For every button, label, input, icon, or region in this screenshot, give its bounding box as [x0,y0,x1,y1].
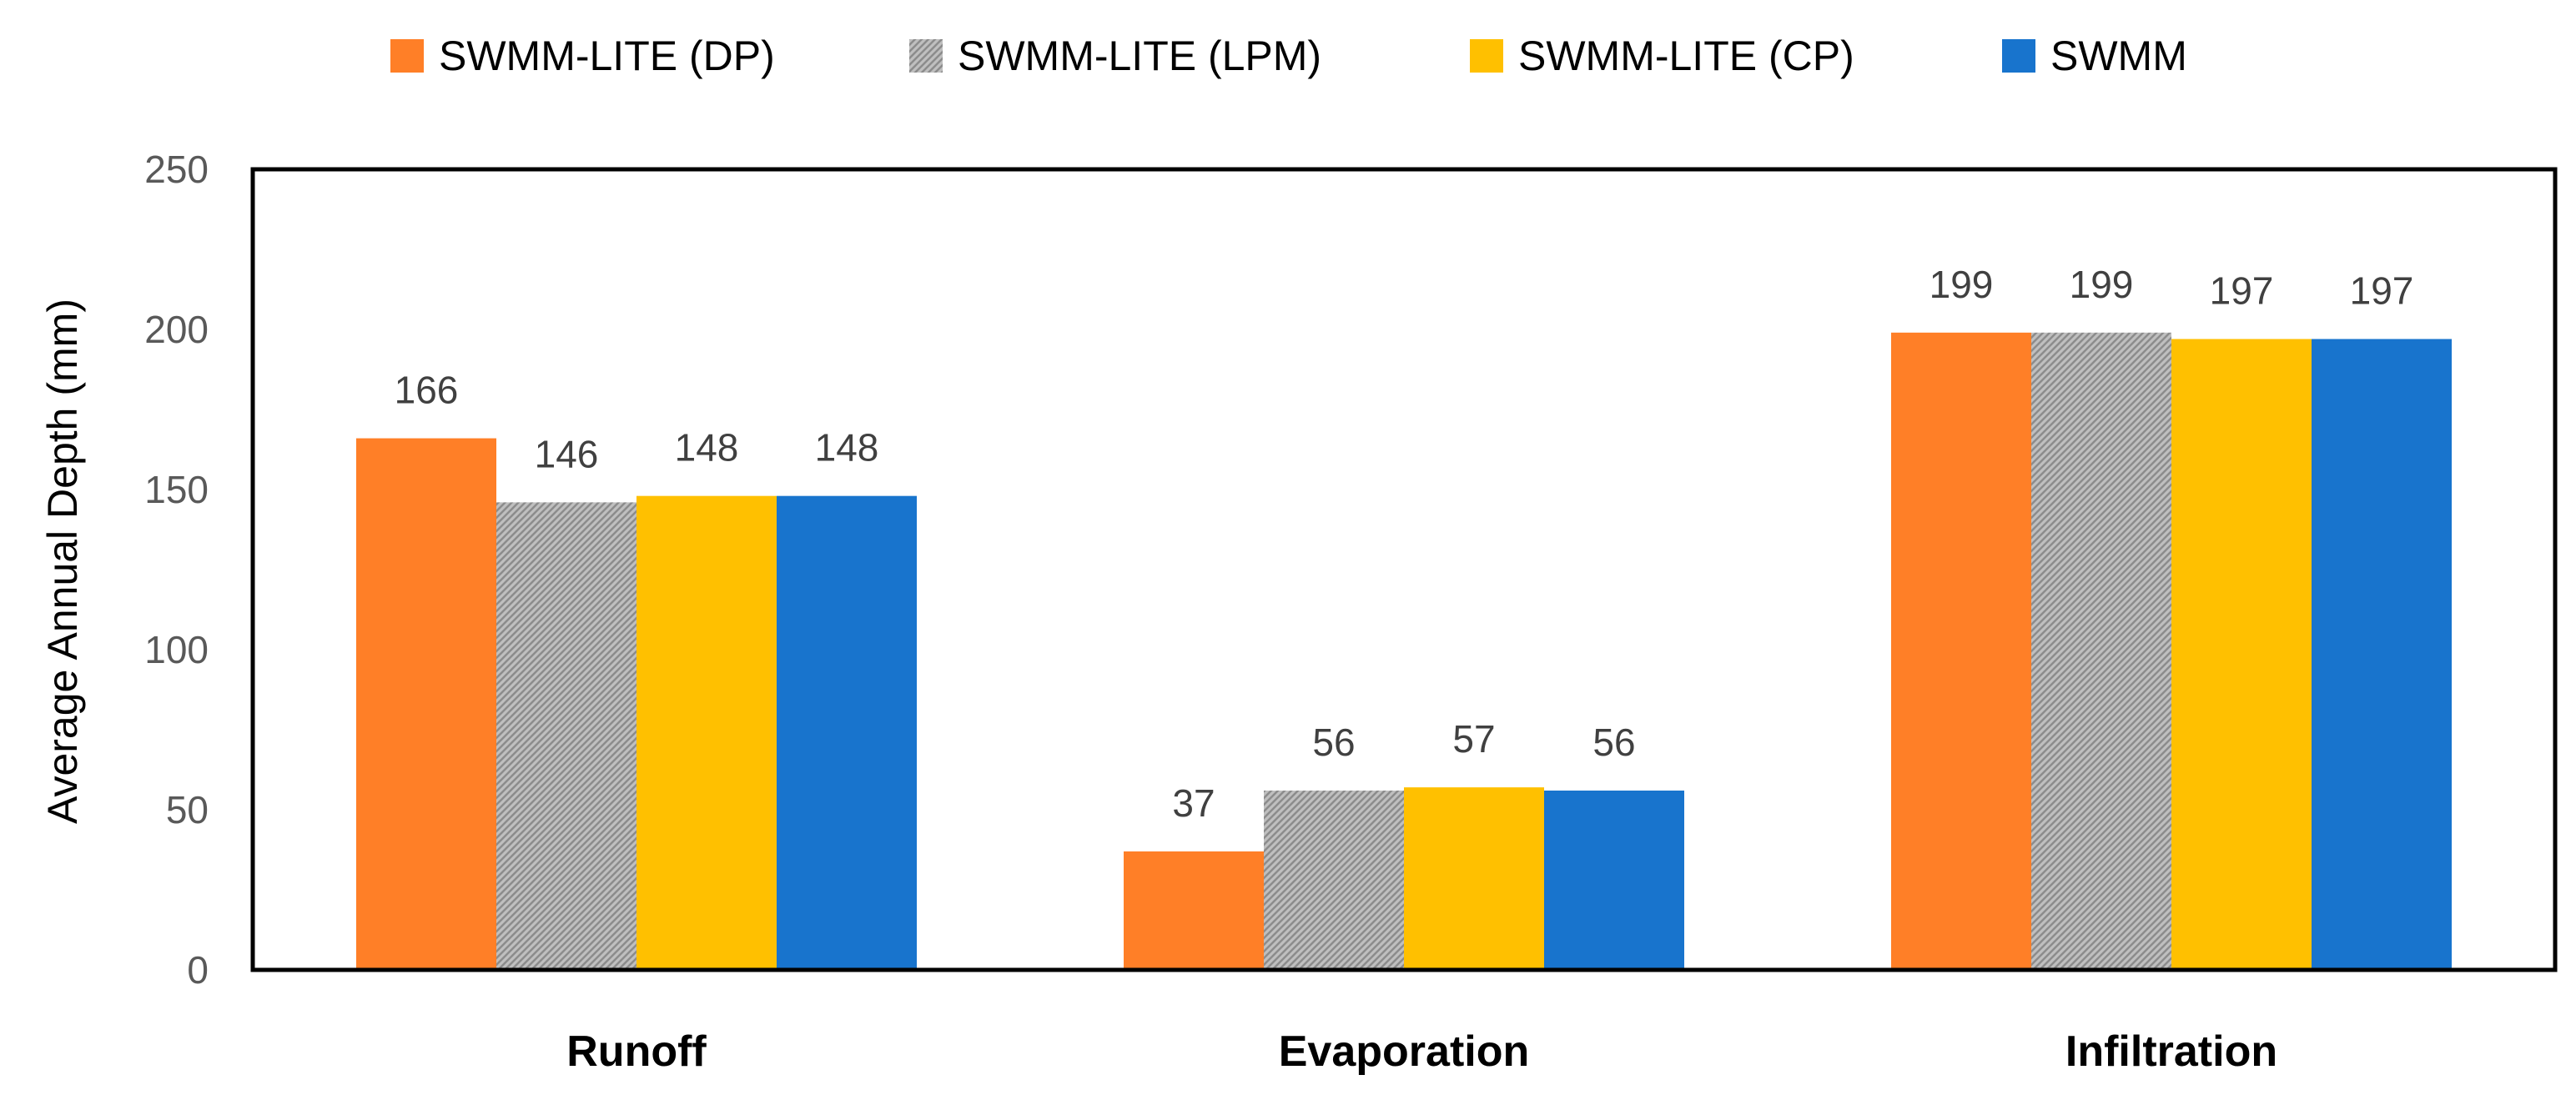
bar-evaporation-swmm-lite-cp [1404,787,1544,970]
y-axis-ticks: 0 50 100 150 200 250 [144,148,209,992]
legend-label: SWMM-LITE (DP) [439,33,775,79]
y-tick-label: 0 [187,948,209,992]
data-label-infiltration-swmm-lite-dp: 199 [1929,263,1994,306]
bar-infiltration-swmm [2312,339,2452,970]
data-label-runoff-swmm-lite-lpm: 146 [535,432,599,475]
y-tick-label: 100 [144,628,209,671]
legend-label: SWMM-LITE (CP) [1518,33,1854,79]
data-label-runoff-swmm-lite-dp: 166 [395,369,459,412]
plot-area-frame [250,167,2558,972]
data-label-infiltration-swmm: 197 [2350,269,2414,313]
data-label-evaporation-swmm: 56 [1592,721,1635,764]
data-label-runoff-swmm: 148 [815,426,879,470]
y-tick-label: 150 [144,468,209,511]
data-label-evaporation-swmm-lite-cp: 57 [1452,717,1495,761]
legend-item-swmm: SWMM [2002,33,2187,79]
legend: SWMM-LITE (DP) SWMM-LITE (LPM) SWMM-LITE (… [390,33,2187,79]
legend-item-swmm-lite-lpm: SWMM-LITE (LPM) [909,33,1321,79]
bars [356,332,2452,971]
legend-item-swmm-lite-dp: SWMM-LITE (DP) [390,33,775,79]
legend-label: SWMM-LITE (LPM) [958,33,1321,79]
bar-runoff-swmm-lite-lpm [496,502,636,970]
x-category-label-runoff: Runoff [566,1027,707,1076]
x-category-label-infiltration: Infiltration [2065,1027,2277,1076]
data-label-infiltration-swmm-lite-cp: 197 [2210,269,2274,313]
legend-label: SWMM [2050,33,2187,79]
bar-runoff-swmm-lite-dp [356,438,496,970]
data-label-runoff-swmm-lite-cp: 148 [675,426,739,470]
legend-swatch [390,39,424,73]
x-axis-labels: Runoff Evaporation Infiltration [566,1027,2277,1076]
legend-swatch [909,39,943,73]
data-labels: 166 146 148 148 37 56 57 56 199 199 197 197 [395,263,2414,825]
bar-evaporation-swmm [1544,790,1684,970]
data-label-infiltration-swmm-lite-lpm: 199 [2070,263,2134,306]
y-axis-title: Average Annual Depth (mm) [39,299,86,824]
legend-swatch [1470,39,1503,73]
x-category-label-evaporation: Evaporation [1279,1027,1530,1076]
y-tick-label: 200 [144,308,209,351]
bar-infiltration-swmm-lite-lpm [2031,332,2171,971]
y-tick-label: 250 [144,148,209,191]
bar-evaporation-swmm-lite-lpm [1264,790,1404,970]
y-tick-label: 50 [166,788,209,831]
bar-infiltration-swmm-lite-dp [1891,332,2031,971]
bar-infiltration-swmm-lite-cp [2171,339,2312,970]
bar-runoff-swmm-lite-cp [636,495,777,970]
bar-runoff-swmm [777,495,917,970]
data-label-evaporation-swmm-lite-lpm: 56 [1312,721,1355,764]
legend-swatch [2002,39,2035,73]
data-label-evaporation-swmm-lite-dp: 37 [1172,781,1215,825]
bar-evaporation-swmm-lite-dp [1124,851,1264,970]
legend-item-swmm-lite-cp: SWMM-LITE (CP) [1470,33,1854,79]
